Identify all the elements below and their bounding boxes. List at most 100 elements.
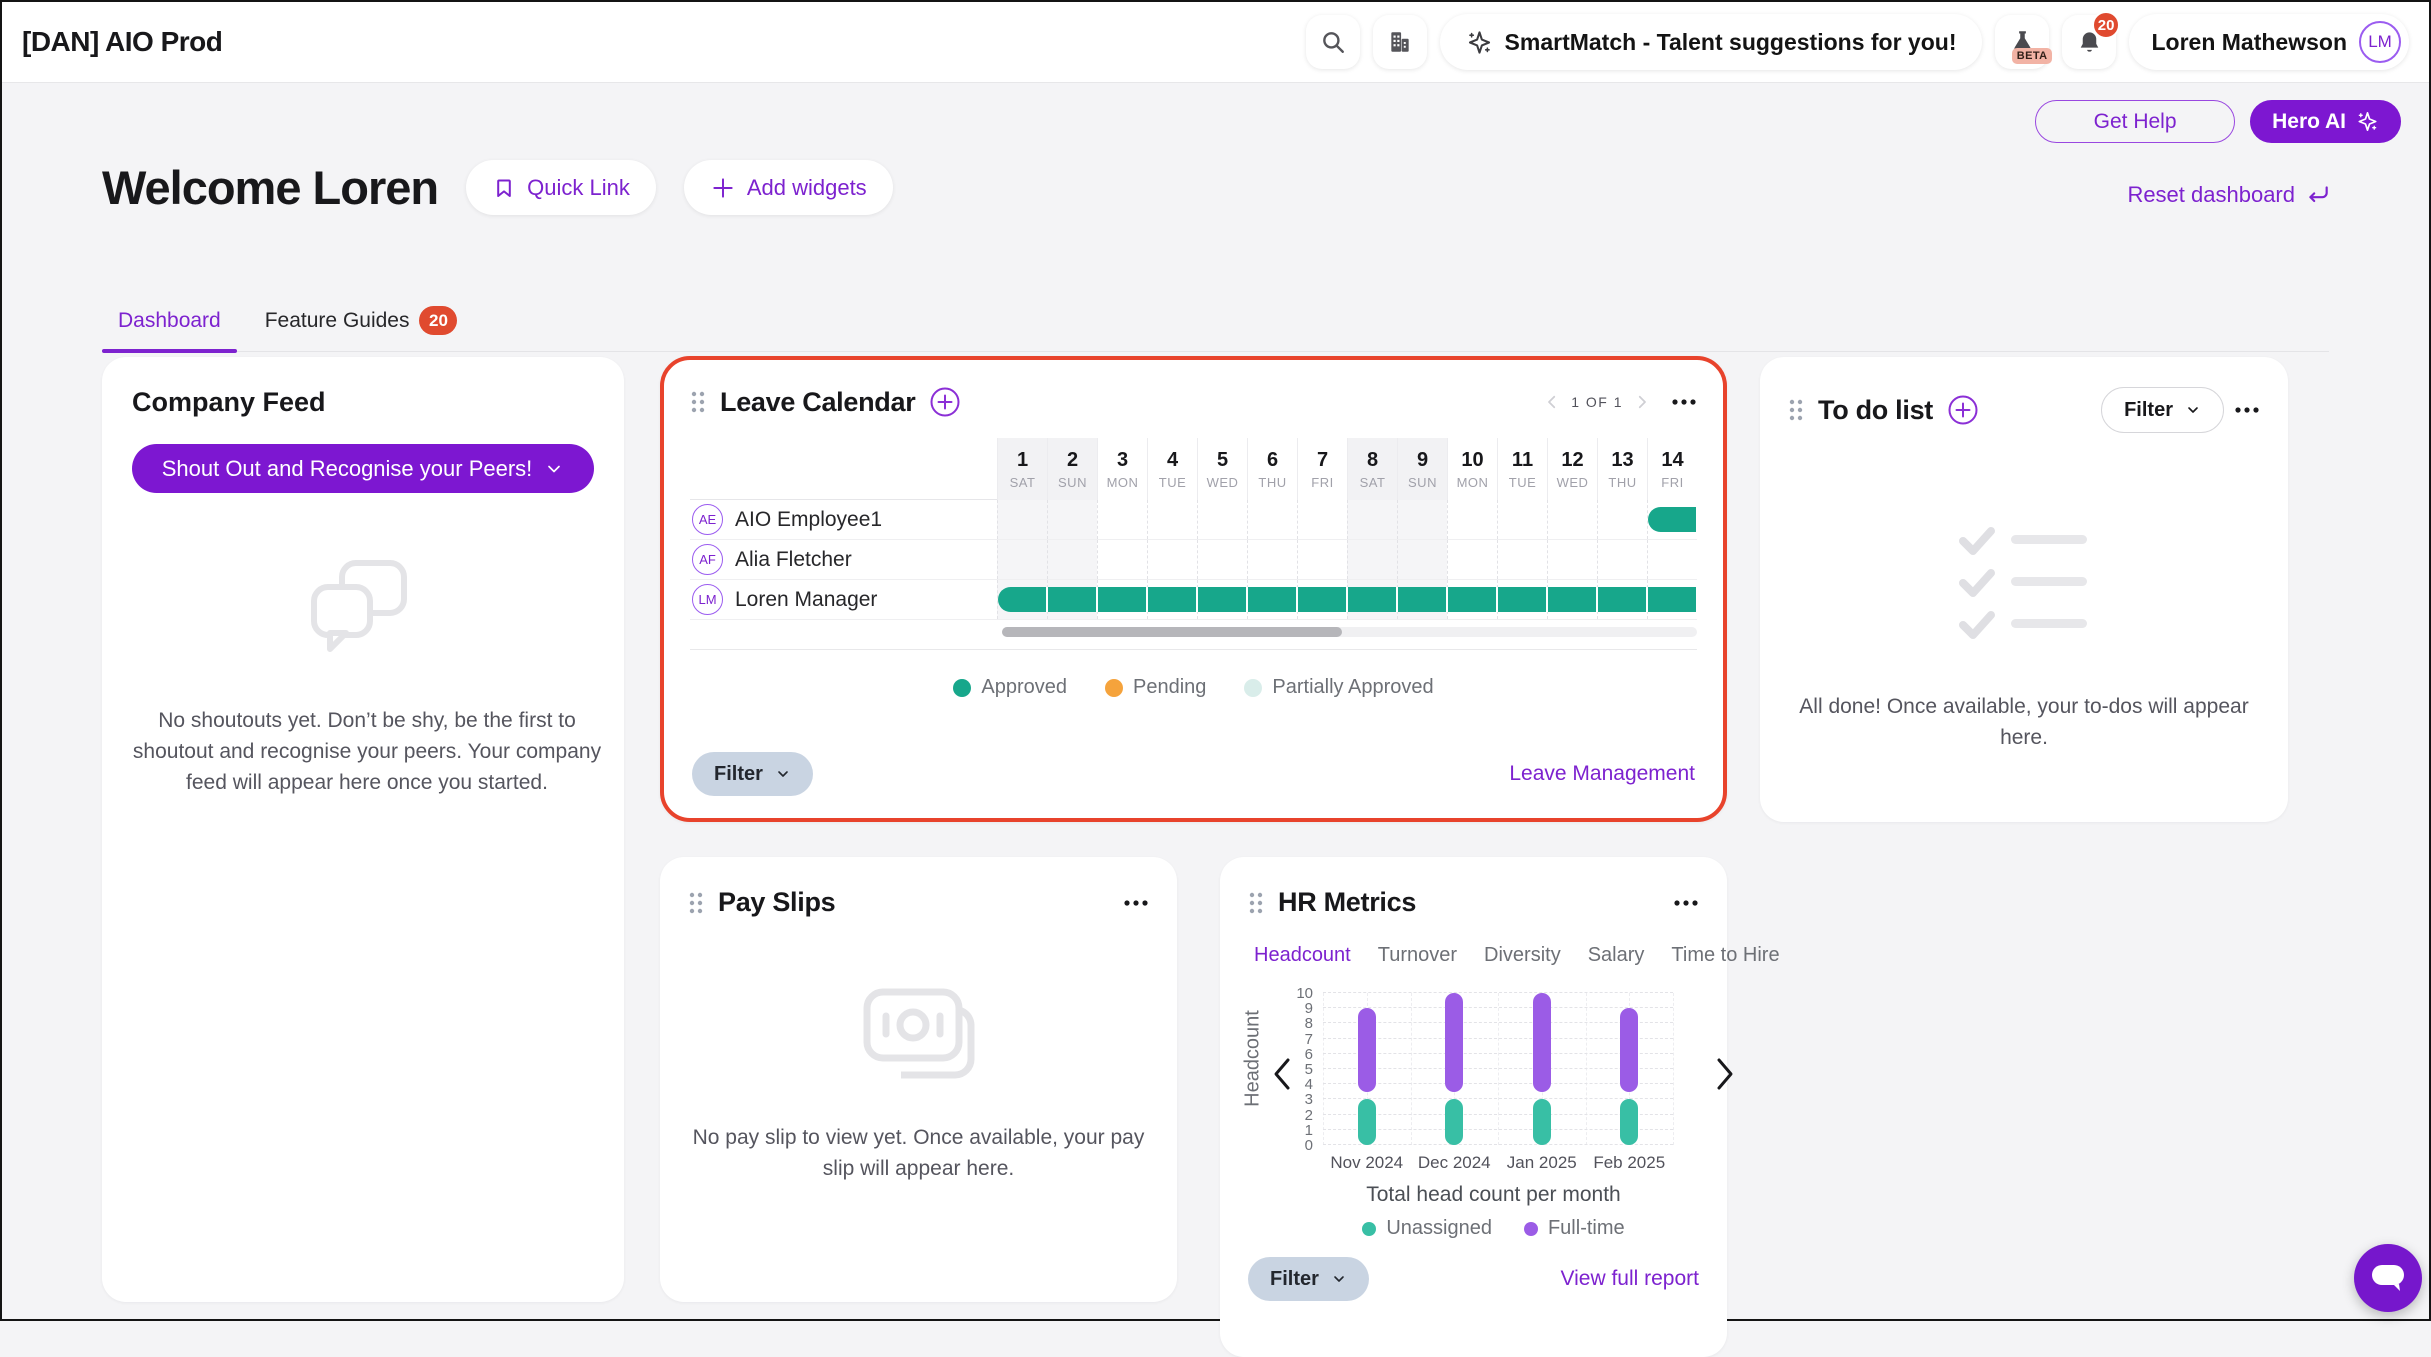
calendar-cell[interactable] bbox=[1397, 540, 1447, 579]
scrollbar-thumb[interactable] bbox=[1002, 627, 1342, 637]
pagination-next-icon[interactable] bbox=[1633, 393, 1651, 411]
x-tick-label: Nov 2024 bbox=[1330, 1153, 1404, 1172]
calendar-cell[interactable] bbox=[1497, 500, 1547, 539]
gridline bbox=[1323, 992, 1673, 993]
leave-row-cells bbox=[997, 580, 1697, 619]
tab-dashboard[interactable]: Dashboard bbox=[102, 296, 237, 353]
leave-bar[interactable] bbox=[998, 587, 1696, 612]
calendar-cell[interactable] bbox=[1297, 540, 1347, 579]
chart-bar-full-time[interactable] bbox=[1357, 1008, 1376, 1092]
calendar-cell[interactable] bbox=[1447, 500, 1497, 539]
calendar-cell[interactable] bbox=[1347, 540, 1397, 579]
day-number: 14 bbox=[1661, 448, 1684, 471]
leave-row-cells bbox=[997, 500, 1697, 539]
calendar-cell[interactable] bbox=[1347, 500, 1397, 539]
day-number: 11 bbox=[1511, 448, 1534, 471]
calendar-cell[interactable] bbox=[1447, 540, 1497, 579]
company-switcher-button[interactable] bbox=[1372, 15, 1427, 69]
page-title: Welcome Loren bbox=[102, 161, 439, 214]
calendar-cell[interactable] bbox=[1297, 500, 1347, 539]
hero-ai-button[interactable]: Hero AI bbox=[2250, 100, 2401, 143]
more-menu-icon[interactable] bbox=[1123, 898, 1149, 908]
more-menu-icon[interactable] bbox=[2234, 405, 2260, 415]
chat-launcher-button[interactable] bbox=[2354, 1244, 2422, 1312]
calendar-cell[interactable] bbox=[997, 540, 1047, 579]
chart-next-icon[interactable] bbox=[1715, 1057, 1735, 1091]
user-menu[interactable]: Loren Mathewson LM bbox=[2129, 14, 2409, 70]
get-help-button[interactable]: Get Help bbox=[2035, 100, 2236, 143]
calendar-cell[interactable] bbox=[1397, 500, 1447, 539]
chart-bar-full-time[interactable] bbox=[1620, 1008, 1639, 1092]
chart-bar-full-time[interactable] bbox=[1445, 993, 1464, 1092]
reset-dashboard-button[interactable]: Reset dashboard bbox=[2127, 182, 2331, 208]
calendar-cell[interactable] bbox=[1097, 500, 1147, 539]
calendar-scrollbar[interactable] bbox=[1002, 627, 1697, 637]
avatar: AE bbox=[692, 504, 723, 535]
todo-filter-button[interactable]: Filter bbox=[2101, 387, 2224, 433]
calendar-cell[interactable] bbox=[1097, 540, 1147, 579]
calendar-cell[interactable] bbox=[1047, 500, 1097, 539]
calendar-cell[interactable] bbox=[1497, 540, 1547, 579]
labs-beta-button[interactable]: BETA bbox=[1995, 15, 2053, 69]
notifications-button[interactable]: 20 bbox=[2062, 11, 2121, 69]
smartmatch-button[interactable]: SmartMatch - Talent suggestions for you! bbox=[1439, 14, 1983, 70]
person-name: AIO Employee1 bbox=[735, 507, 883, 531]
hr-tab-salary[interactable]: Salary bbox=[1587, 944, 1645, 966]
day-number: 6 bbox=[1266, 448, 1279, 471]
calendar-cell[interactable] bbox=[1597, 540, 1647, 579]
leave-management-link[interactable]: Leave Management bbox=[1509, 762, 1695, 785]
drag-handle-icon[interactable] bbox=[688, 891, 704, 915]
search-button[interactable] bbox=[1305, 15, 1360, 69]
leave-bar[interactable] bbox=[1648, 507, 1696, 532]
chart-prev-icon[interactable] bbox=[1272, 1057, 1292, 1091]
calendar-cell[interactable] bbox=[1197, 540, 1247, 579]
chart-caption: Total head count per month bbox=[1366, 1183, 1621, 1206]
day-of-week: WED bbox=[1556, 474, 1589, 490]
calendar-cell[interactable] bbox=[1147, 540, 1197, 579]
day-of-week: THU bbox=[1608, 474, 1637, 490]
calendar-cell[interactable] bbox=[1647, 500, 1697, 539]
add-widgets-button[interactable]: Add widgets bbox=[683, 160, 893, 215]
calendar-cell[interactable] bbox=[1247, 500, 1297, 539]
hr-filter-button[interactable]: Filter bbox=[1248, 1257, 1369, 1301]
leave-filter-button[interactable]: Filter bbox=[692, 752, 813, 796]
calendar-cell[interactable] bbox=[1197, 500, 1247, 539]
shoutout-button[interactable]: Shout Out and Recognise your Peers! bbox=[132, 444, 594, 493]
calendar-cell[interactable] bbox=[1547, 500, 1597, 539]
calendar-cell[interactable] bbox=[1647, 540, 1697, 579]
calendar-day-cell: 5 WED bbox=[1197, 438, 1247, 500]
calendar-cell[interactable] bbox=[1597, 500, 1647, 539]
more-menu-icon[interactable] bbox=[1673, 898, 1699, 908]
more-menu-icon[interactable] bbox=[1671, 397, 1697, 407]
calendar-cell[interactable] bbox=[1047, 540, 1097, 579]
legend-dot bbox=[1523, 1221, 1538, 1236]
hr-tab-time-to-hire[interactable]: Time to Hire bbox=[1671, 944, 1780, 966]
hr-tab-diversity[interactable]: Diversity bbox=[1484, 944, 1561, 966]
chart-bar-unassigned[interactable] bbox=[1532, 1099, 1551, 1145]
chart-bar-unassigned[interactable] bbox=[1445, 1099, 1464, 1145]
calendar-cell[interactable] bbox=[997, 500, 1047, 539]
get-help-label: Get Help bbox=[2093, 109, 2177, 133]
tab-feature-guides[interactable]: Feature Guides 20 bbox=[249, 296, 474, 351]
view-full-report-link[interactable]: View full report bbox=[1560, 1267, 1699, 1290]
hr-tab-turnover[interactable]: Turnover bbox=[1377, 944, 1458, 966]
calendar-cell[interactable] bbox=[1147, 500, 1197, 539]
day-number: 2 bbox=[1066, 448, 1079, 471]
leave-calendar-title: Leave Calendar bbox=[720, 386, 916, 417]
drag-handle-icon[interactable] bbox=[1788, 398, 1804, 422]
chart-bar-unassigned[interactable] bbox=[1620, 1099, 1639, 1145]
add-todo-icon[interactable] bbox=[1947, 394, 1979, 426]
drag-handle-icon[interactable] bbox=[690, 390, 706, 414]
hr-tab-headcount[interactable]: Headcount bbox=[1254, 944, 1351, 966]
quick-link-button[interactable]: Quick Link bbox=[466, 160, 656, 215]
todo-filter-label: Filter bbox=[2124, 398, 2173, 421]
chart-bar-unassigned[interactable] bbox=[1357, 1099, 1376, 1145]
drag-handle-icon[interactable] bbox=[1248, 891, 1264, 915]
add-leave-icon[interactable] bbox=[929, 386, 961, 418]
chart-bar-full-time[interactable] bbox=[1532, 993, 1551, 1092]
chart-y-axis-label: Headcount bbox=[1241, 1010, 1264, 1107]
calendar-day-cell: 6 THU bbox=[1247, 438, 1297, 500]
pagination-prev-icon[interactable] bbox=[1543, 393, 1561, 411]
calendar-cell[interactable] bbox=[1247, 540, 1297, 579]
calendar-cell[interactable] bbox=[1547, 540, 1597, 579]
